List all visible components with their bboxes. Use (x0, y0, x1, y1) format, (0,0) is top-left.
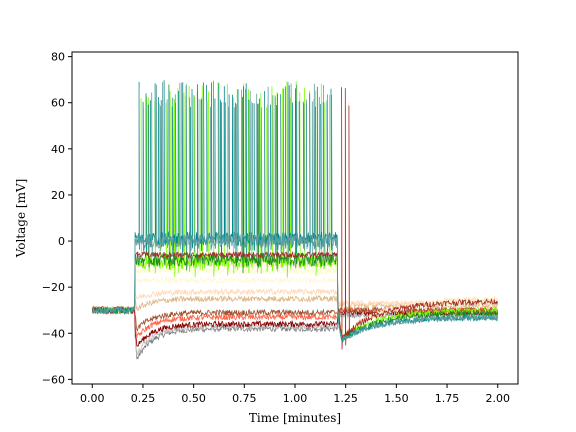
series-line-14 (91, 80, 499, 340)
y-tick-label: 80 (51, 51, 65, 64)
x-tick-label: 0.75 (232, 392, 257, 405)
y-axis-label: Voltage [mV] (14, 179, 28, 259)
x-axis: 0.00 0.25 0.50 0.75 1.00 1.25 1.50 1.75 2.00 (80, 384, 510, 405)
y-axis: −60 −40 −20 0 20 40 60 80 (42, 51, 72, 386)
x-tick-label: 2.00 (485, 392, 510, 405)
y-tick-label: −60 (42, 373, 65, 386)
y-tick-label: 60 (51, 97, 65, 110)
y-tick-label: 40 (51, 143, 65, 156)
series-line-11 (91, 84, 499, 341)
x-tick-label: 1.00 (283, 392, 308, 405)
series-line-12 (91, 87, 499, 350)
x-axis-label: Time [minutes] (249, 411, 341, 425)
y-tick-label: 0 (58, 235, 65, 248)
series-line-4 (91, 305, 499, 332)
y-tick-label: 20 (51, 189, 65, 202)
x-tick-label: 1.50 (384, 392, 409, 405)
x-tick-label: 1.75 (435, 392, 460, 405)
x-tick-label: 0.00 (80, 392, 105, 405)
y-tick-label: −40 (42, 327, 65, 340)
x-tick-label: 0.25 (131, 392, 156, 405)
y-tick-label: −20 (42, 281, 65, 294)
x-tick-label: 0.50 (181, 392, 206, 405)
plot-area (91, 80, 499, 360)
x-tick-label: 1.25 (333, 392, 358, 405)
